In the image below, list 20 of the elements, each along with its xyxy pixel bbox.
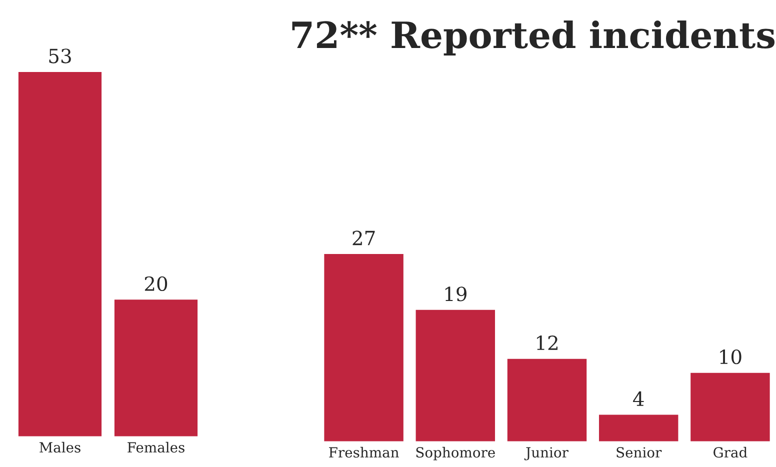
data-label: 12 (537, 336, 558, 350)
bar (506, 357, 588, 442)
x-tick-label: Junior (524, 447, 568, 460)
data-label: 19 (445, 286, 466, 302)
data-label: 10 (720, 349, 742, 364)
data-label: 53 (49, 48, 71, 64)
x-tick-label: Sophomore (416, 446, 495, 460)
data-label: 27 (352, 230, 375, 246)
x-tick-label: Males (40, 442, 80, 453)
x-tick-label: Grad (714, 446, 748, 458)
bar (414, 308, 496, 442)
data-label: 4 (633, 391, 644, 406)
chart-title: 72** Reported incidents (292, 20, 775, 56)
x-tick-label: Senior (616, 447, 662, 458)
x-tick-label: Freshman (329, 446, 399, 458)
data-label: 20 (144, 276, 168, 292)
x-tick-label: Females (128, 442, 184, 453)
bar (598, 413, 680, 442)
bar (689, 371, 772, 442)
bar (322, 252, 405, 442)
